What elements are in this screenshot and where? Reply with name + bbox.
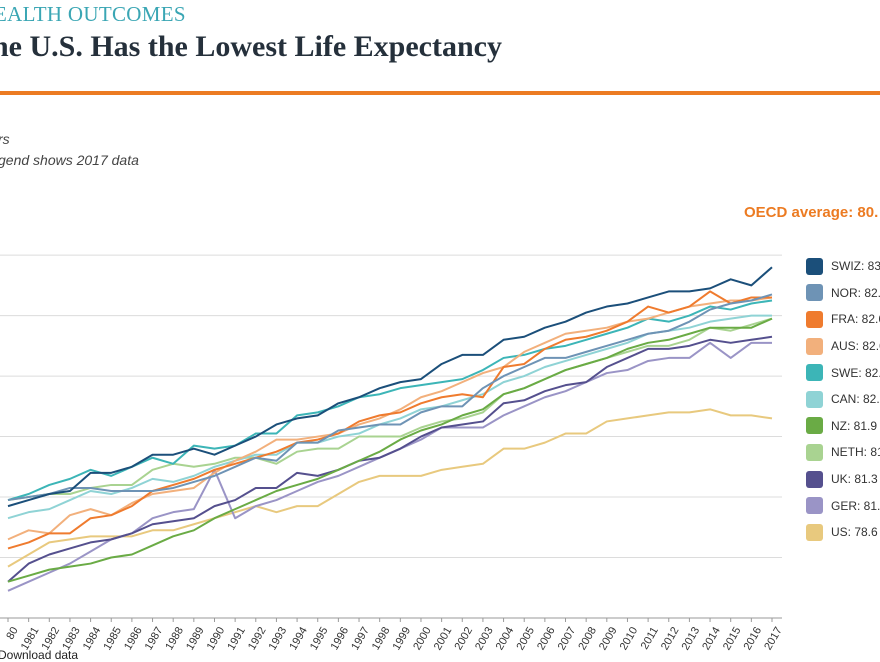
legend-swatch	[806, 310, 823, 328]
x-tick-label: 2005	[514, 625, 537, 652]
x-tick-label: 2003	[473, 625, 496, 652]
x-tick-label: 2010	[618, 625, 641, 652]
legend-swatch	[806, 470, 823, 488]
legend-item[interactable]: SWE: 82.5	[806, 359, 880, 386]
x-tick-label: 1996	[329, 625, 352, 652]
download-data-link[interactable]: Download data	[0, 648, 79, 662]
x-tick-label: 1999	[391, 625, 414, 652]
x-tick-label: 2009	[597, 625, 620, 652]
x-tick-label: 2012	[659, 625, 682, 652]
x-tick-label: 2014	[700, 625, 723, 652]
series-line[interactable]	[7, 317, 773, 583]
legend-swatch	[806, 337, 823, 355]
legend-item[interactable]: UK: 81.3	[806, 466, 880, 493]
legend-label: US: 78.6	[831, 525, 878, 540]
legend-item[interactable]: SWIZ: 83.	[806, 253, 880, 280]
x-tick-label: 2001	[432, 625, 455, 652]
legend-swatch	[806, 523, 823, 541]
life-expectancy-chart: 8019811982198319841985198619871988198919…	[0, 254, 785, 652]
x-tick-label: 1988	[163, 625, 186, 652]
x-tick-label: 1995	[308, 625, 331, 652]
legend-swatch	[806, 443, 823, 461]
legend-label: UK: 81.3	[831, 472, 878, 487]
legend-item[interactable]: US: 78.6	[806, 519, 880, 546]
x-tick-label: 1985	[101, 625, 124, 652]
x-tick-label: 2008	[576, 625, 599, 652]
series-line[interactable]	[7, 341, 772, 592]
x-tick-label: 1998	[370, 625, 393, 652]
legend-item[interactable]: CAN: 82.0	[806, 386, 880, 413]
section-eyebrow: EALTH OUTCOMES	[0, 2, 186, 26]
unit-note: rs	[0, 131, 10, 147]
legend-note: gend shows 2017 data	[0, 152, 139, 168]
accent-rule	[0, 91, 880, 95]
legend-item[interactable]: NETH: 81	[806, 439, 880, 466]
legend-item[interactable]: AUS: 82.6	[806, 333, 880, 360]
legend-label: CAN: 82.0	[831, 392, 880, 407]
x-tick-label: 2015	[721, 625, 744, 652]
x-tick-label: 1993	[267, 625, 290, 652]
x-axis-ticks: 8019811982198319841985198619871988198919…	[4, 618, 785, 652]
legend-swatch	[806, 497, 823, 515]
x-tick-label: 1989	[184, 625, 207, 652]
x-tick-label: 1991	[225, 625, 248, 652]
x-tick-label: 2002	[452, 625, 475, 652]
series-lines	[7, 266, 773, 592]
legend-swatch	[806, 417, 823, 435]
legend-swatch	[806, 364, 823, 382]
legend-swatch	[806, 284, 823, 302]
x-tick-label: 2013	[680, 625, 703, 652]
x-tick-label: 1992	[246, 625, 269, 652]
legend-label: NZ: 81.9	[831, 418, 878, 433]
series-line[interactable]	[7, 293, 773, 502]
series-line[interactable]	[7, 296, 773, 541]
legend-item[interactable]: FRA: 82.6	[806, 306, 880, 333]
legend-label: AUS: 82.6	[831, 339, 880, 354]
legend-item[interactable]: NOR: 82.7	[806, 280, 880, 307]
x-tick-label: 2016	[742, 625, 765, 652]
x-tick-label: 1984	[81, 625, 104, 652]
legend-item[interactable]: NZ: 81.9	[806, 413, 880, 440]
x-tick-label: 1994	[287, 625, 310, 652]
x-tick-label: 2004	[494, 625, 517, 652]
x-tick-label: 1987	[143, 625, 166, 652]
x-tick-label: 2007	[556, 625, 579, 652]
series-line[interactable]	[7, 317, 773, 502]
x-tick-label: 2017	[762, 625, 785, 652]
oecd-average-label: OECD average: 80.	[744, 204, 879, 221]
legend-label: SWIZ: 83.	[831, 259, 880, 274]
x-tick-label: 1997	[349, 625, 372, 652]
legend-label: FRA: 82.6	[831, 312, 880, 327]
chart-title: he U.S. Has the Lowest Life Expectancy	[0, 30, 502, 63]
x-tick-label: 1990	[205, 625, 228, 652]
legend: SWIZ: 83. NOR: 82.7 FRA: 82.6 AUS: 82.6 SWE:…	[806, 253, 880, 546]
x-tick-label: 2011	[639, 625, 661, 651]
legend-swatch	[806, 390, 823, 408]
legend-item[interactable]: GER: 81.1	[806, 492, 880, 519]
legend-label: GER: 81.1	[831, 498, 880, 513]
series-line[interactable]	[7, 408, 773, 568]
x-tick-label: 2000	[411, 625, 434, 652]
x-tick-label: 2006	[535, 625, 558, 652]
series-line[interactable]	[7, 266, 773, 508]
legend-label: NETH: 81	[831, 445, 880, 460]
legend-swatch	[806, 257, 823, 275]
x-tick-label: 80	[4, 625, 21, 642]
legend-label: SWE: 82.5	[831, 365, 880, 380]
legend-label: NOR: 82.7	[831, 285, 880, 300]
x-tick-label: 1986	[122, 625, 145, 652]
series-line[interactable]	[7, 335, 773, 583]
series-line[interactable]	[7, 290, 772, 550]
